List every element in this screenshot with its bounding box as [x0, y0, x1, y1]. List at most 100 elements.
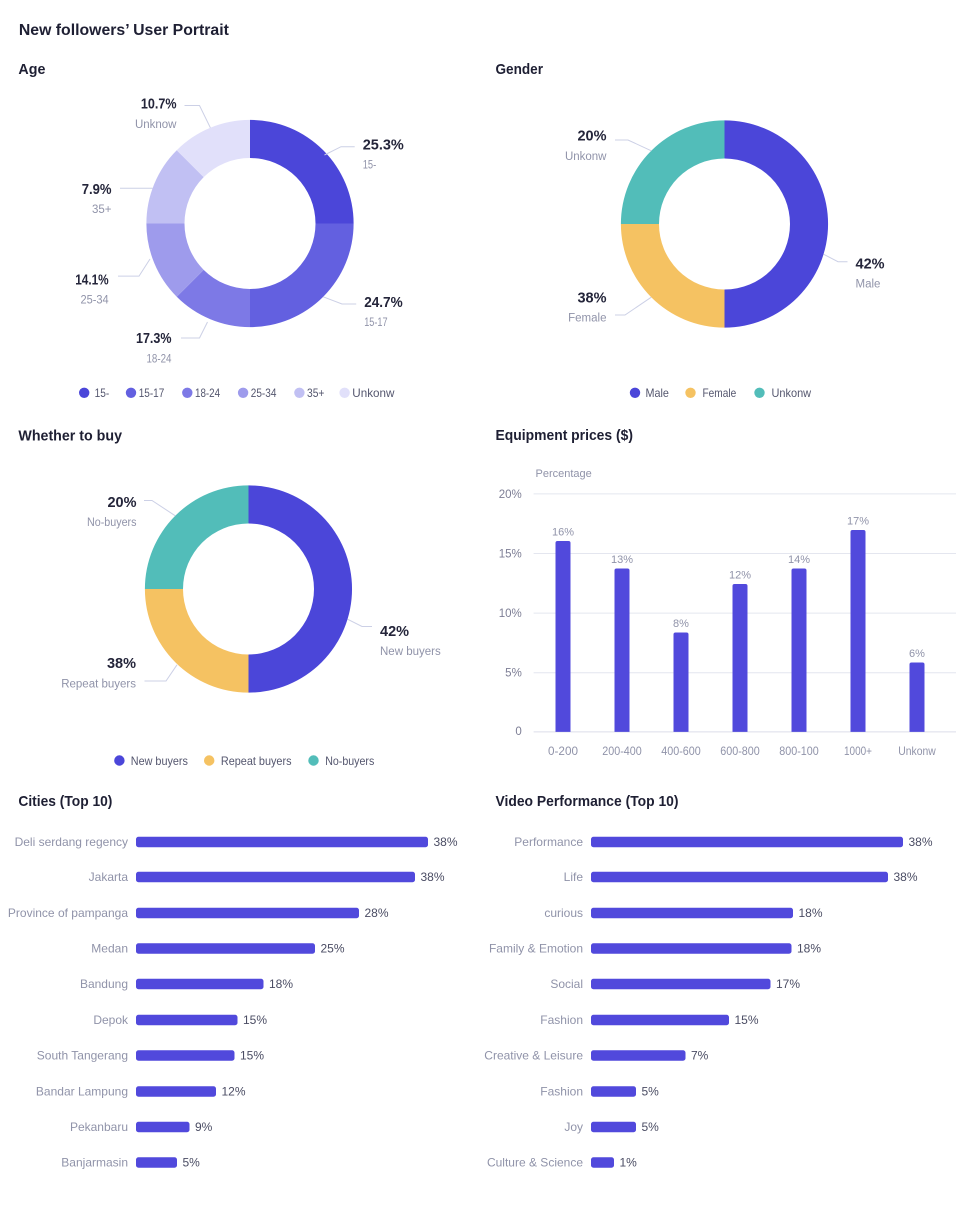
svg-text:38%: 38% — [107, 656, 136, 672]
svg-text:Unkonw: Unkonw — [772, 386, 812, 400]
svg-text:17%: 17% — [847, 516, 869, 528]
svg-text:15%: 15% — [735, 1013, 759, 1027]
svg-text:42%: 42% — [856, 256, 885, 272]
svg-text:Culture & Science: Culture & Science — [487, 1156, 583, 1170]
svg-text:5%: 5% — [183, 1156, 201, 1170]
svg-text:6%: 6% — [909, 648, 925, 660]
svg-text:Joy: Joy — [564, 1120, 583, 1134]
svg-text:13%: 13% — [611, 554, 633, 566]
svg-text:Whether to buy: Whether to buy — [18, 428, 122, 445]
svg-text:20%: 20% — [107, 495, 136, 511]
svg-text:0-200: 0-200 — [548, 744, 578, 758]
svg-text:Female: Female — [568, 313, 606, 325]
svg-text:15%: 15% — [499, 548, 522, 560]
svg-text:Pekanbaru: Pekanbaru — [70, 1120, 128, 1134]
svg-text:14%: 14% — [788, 554, 810, 566]
svg-text:Unkonw: Unkonw — [352, 386, 394, 400]
svg-text:Family & Emotion: Family & Emotion — [489, 942, 583, 956]
svg-text:24.7%: 24.7% — [364, 295, 403, 311]
svg-text:28%: 28% — [365, 906, 389, 920]
svg-text:25.3%: 25.3% — [363, 137, 404, 153]
svg-text:Video Performance (Top 10): Video Performance (Top 10) — [496, 793, 679, 810]
svg-text:18%: 18% — [799, 906, 823, 920]
svg-text:Bandung: Bandung — [80, 977, 128, 991]
svg-text:25-34: 25-34 — [81, 295, 110, 307]
svg-text:Female: Female — [703, 386, 737, 400]
svg-text:9%: 9% — [195, 1120, 213, 1134]
svg-text:Deli serdang regency: Deli serdang regency — [15, 835, 128, 849]
svg-text:Percentage: Percentage — [536, 468, 592, 480]
svg-text:35+: 35+ — [92, 204, 112, 216]
svg-text:10.7%: 10.7% — [141, 97, 177, 113]
svg-text:Performance: Performance — [514, 835, 583, 849]
svg-text:Male: Male — [646, 386, 670, 400]
svg-text:400-600: 400-600 — [661, 744, 701, 758]
svg-text:35+: 35+ — [307, 386, 324, 400]
svg-text:Gender: Gender — [496, 61, 544, 78]
svg-text:15%: 15% — [243, 1013, 267, 1027]
svg-text:1000+: 1000+ — [844, 744, 872, 758]
svg-text:15%: 15% — [240, 1049, 264, 1063]
svg-text:7.9%: 7.9% — [82, 182, 112, 198]
svg-text:14.1%: 14.1% — [75, 272, 109, 288]
svg-text:38%: 38% — [434, 835, 458, 849]
svg-text:20%: 20% — [577, 129, 606, 145]
svg-text:New buyers: New buyers — [131, 754, 188, 768]
svg-text:Male: Male — [856, 279, 881, 291]
svg-text:800-100: 800-100 — [779, 744, 819, 758]
svg-text:No-buyers: No-buyers — [87, 517, 137, 529]
svg-text:38%: 38% — [894, 870, 918, 884]
svg-text:25%: 25% — [321, 942, 345, 956]
svg-text:12%: 12% — [222, 1085, 246, 1099]
svg-text:0: 0 — [515, 726, 521, 738]
svg-text:No-buyers: No-buyers — [325, 754, 374, 768]
svg-text:Fashion: Fashion — [540, 1085, 583, 1099]
svg-text:Unknow: Unknow — [135, 119, 177, 131]
svg-text:16%: 16% — [552, 527, 574, 539]
svg-text:Medan: Medan — [91, 942, 128, 956]
svg-text:18%: 18% — [269, 977, 293, 991]
svg-text:Jakarta: Jakarta — [89, 870, 129, 884]
svg-text:5%: 5% — [642, 1120, 660, 1134]
svg-text:18-24: 18-24 — [195, 386, 220, 400]
svg-text:Unkonw: Unkonw — [565, 151, 607, 163]
svg-text:15-17: 15-17 — [139, 386, 165, 400]
svg-text:38%: 38% — [421, 870, 445, 884]
svg-text:Depok: Depok — [93, 1013, 129, 1027]
svg-text:Fashion: Fashion — [540, 1013, 583, 1027]
svg-text:17.3%: 17.3% — [136, 331, 172, 347]
svg-text:Creative & Leisure: Creative & Leisure — [484, 1049, 583, 1063]
svg-text:Age: Age — [18, 61, 45, 78]
svg-text:Repeat buyers: Repeat buyers — [61, 678, 136, 690]
svg-text:Repeat buyers: Repeat buyers — [221, 754, 292, 768]
svg-text:20%: 20% — [499, 489, 522, 501]
svg-text:Unkonw: Unkonw — [898, 744, 936, 758]
svg-text:8%: 8% — [673, 618, 689, 630]
svg-text:7%: 7% — [691, 1049, 709, 1063]
svg-text:18%: 18% — [797, 942, 821, 956]
svg-text:Life: Life — [564, 870, 584, 884]
svg-text:10%: 10% — [499, 608, 522, 620]
svg-text:5%: 5% — [505, 668, 522, 680]
svg-text:New followers’ User Portrait: New followers’ User Portrait — [19, 22, 230, 39]
svg-text:Equipment prices ($): Equipment prices ($) — [496, 427, 634, 444]
svg-text:15-: 15- — [95, 386, 110, 400]
svg-text:Cities (Top 10): Cities (Top 10) — [18, 793, 112, 810]
svg-text:38%: 38% — [577, 290, 606, 306]
svg-text:Social: Social — [550, 977, 583, 991]
svg-text:Banjarmasin: Banjarmasin — [61, 1156, 128, 1170]
svg-text:Province of pampanga: Province of pampanga — [8, 906, 128, 920]
svg-text:38%: 38% — [909, 835, 933, 849]
svg-text:Bandar Lampung: Bandar Lampung — [36, 1085, 128, 1099]
svg-text:25-34: 25-34 — [251, 386, 277, 400]
svg-text:600-800: 600-800 — [720, 744, 760, 758]
svg-text:15-17: 15-17 — [364, 317, 387, 329]
svg-text:200-400: 200-400 — [602, 744, 642, 758]
svg-text:17%: 17% — [776, 977, 800, 991]
svg-text:South Tangerang: South Tangerang — [37, 1049, 128, 1063]
svg-text:curious: curious — [544, 906, 583, 920]
svg-text:42%: 42% — [380, 624, 409, 640]
svg-text:5%: 5% — [642, 1085, 660, 1099]
svg-text:15-: 15- — [363, 160, 377, 172]
svg-text:12%: 12% — [729, 570, 751, 582]
